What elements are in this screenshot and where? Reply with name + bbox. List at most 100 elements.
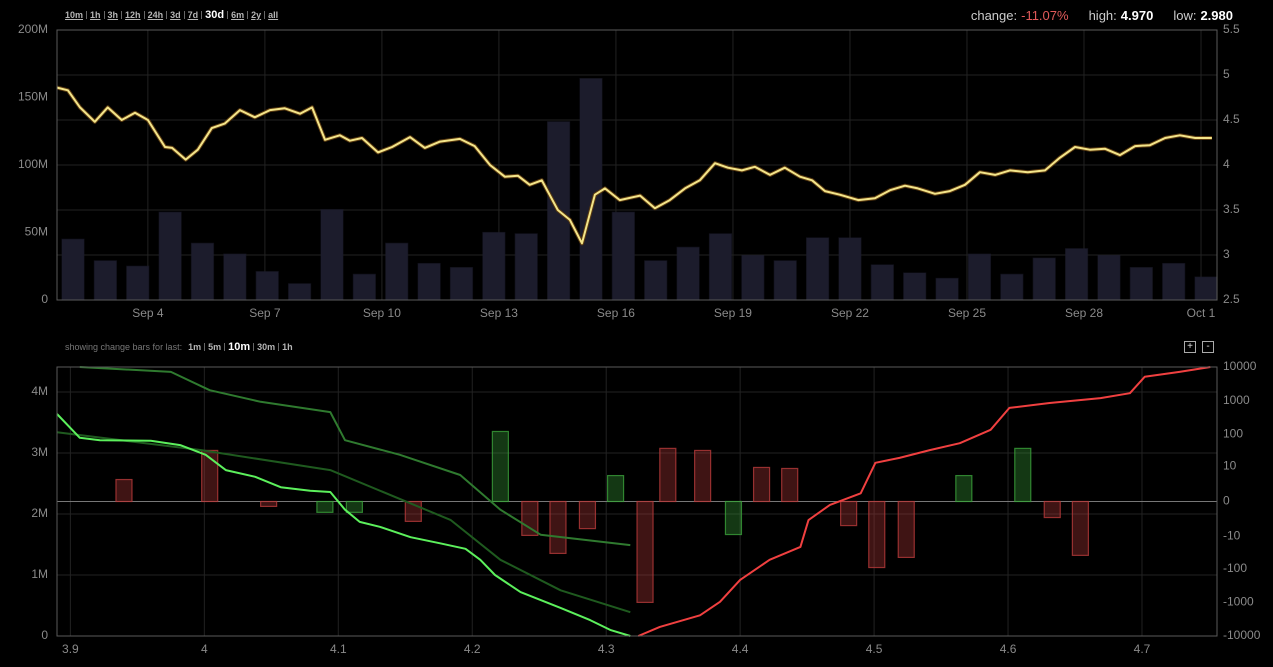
- x-tick-label: 4.5: [866, 642, 883, 656]
- zoom-out[interactable]: -: [1202, 341, 1214, 353]
- interval-link[interactable]: 1h: [282, 342, 293, 352]
- bar: [955, 474, 973, 503]
- bar: [1032, 257, 1056, 301]
- x-tick-label: Sep 28: [1065, 306, 1103, 320]
- line: [56, 413, 631, 637]
- interval-link[interactable]: 1m: [188, 342, 202, 352]
- y2-tick-label: 1000: [1223, 393, 1250, 407]
- range-toolbar: 10m 1h 3h 12h 24h 3d 7d 30d 6m 2y all: [62, 9, 281, 21]
- change-label: change:: [970, 8, 1018, 23]
- high-value: 4.970: [1120, 8, 1154, 23]
- x-tick-label: 4.2: [464, 642, 481, 656]
- plot-frame: [56, 29, 1218, 301]
- bar: [417, 262, 441, 301]
- range-link[interactable]: 24h: [147, 10, 164, 20]
- range-link[interactable]: all: [268, 10, 279, 20]
- bar: [781, 467, 799, 503]
- interval-link[interactable]: 5m: [208, 342, 222, 352]
- y2-tick-label: 3: [1223, 247, 1230, 261]
- stats: change: -11.07% high: 4.970 low: 2.980: [971, 8, 1233, 23]
- zoom-in[interactable]: +: [1184, 341, 1196, 353]
- x-tick-label: Oct 1: [1187, 306, 1216, 320]
- low-label: low:: [1173, 8, 1197, 23]
- interval-link[interactable]: 10m: [228, 341, 251, 353]
- y2-tick-label: -100: [1223, 561, 1247, 575]
- range-link[interactable]: 2y: [251, 10, 262, 20]
- separator: [183, 11, 185, 19]
- y-tick-label: 200M: [18, 22, 48, 36]
- separator: [143, 11, 145, 19]
- y-tick-label: 0: [41, 628, 48, 642]
- x-tick-label: Sep 4: [132, 306, 164, 320]
- y2-tick-label: 0: [1223, 494, 1230, 508]
- y2-tick-label: -10000: [1223, 628, 1261, 642]
- line: [56, 86, 1212, 245]
- bar: [1194, 276, 1218, 301]
- bar: [1043, 500, 1061, 519]
- range-link[interactable]: 10m: [65, 10, 84, 20]
- y-tick-label: 4M: [31, 384, 48, 398]
- bar: [644, 260, 668, 301]
- x-tick-label: 4.4: [732, 642, 749, 656]
- separator: [86, 11, 88, 19]
- bar: [579, 77, 603, 301]
- separator: [103, 11, 105, 19]
- bar: [870, 264, 894, 301]
- separator: [121, 11, 123, 19]
- y2-tick-label: 3.5: [1223, 202, 1240, 216]
- bar: [223, 253, 247, 301]
- x-tick-label: 3.9: [62, 642, 79, 656]
- change-value: -11.07%: [1021, 8, 1069, 23]
- range-link[interactable]: 6m: [231, 10, 245, 20]
- bar: [449, 267, 474, 301]
- bar: [1000, 273, 1024, 301]
- range-link[interactable]: 1h: [90, 10, 101, 20]
- y-tick-label: 100M: [18, 157, 48, 171]
- bar: [752, 466, 771, 503]
- bar: [1097, 254, 1121, 301]
- y2-tick-label: -10: [1223, 529, 1241, 543]
- x-tick-label: Sep 16: [597, 306, 635, 320]
- line: [56, 431, 631, 614]
- x-tick-label: 4.1: [330, 642, 347, 656]
- separator: [166, 11, 168, 19]
- y2-tick-label: 5: [1223, 67, 1230, 81]
- bar: [724, 500, 743, 536]
- range-link[interactable]: 3h: [107, 10, 119, 20]
- range-link[interactable]: 12h: [125, 10, 141, 20]
- separator: [253, 343, 255, 351]
- y-tick-label: 50M: [25, 225, 48, 239]
- bar: [805, 237, 830, 301]
- x-tick-label: Sep 25: [948, 306, 986, 320]
- bar: [578, 500, 597, 530]
- plot-frame: [56, 366, 1218, 637]
- bar: [158, 211, 182, 301]
- bar: [676, 246, 700, 301]
- bar: [316, 500, 334, 513]
- y-tick-label: 150M: [18, 90, 48, 104]
- y2-tick-label: 10: [1223, 459, 1237, 473]
- x-tick-label: 4.7: [1134, 642, 1151, 656]
- y2-tick-label: 2.5: [1223, 292, 1240, 306]
- range-link[interactable]: 30d: [205, 9, 225, 21]
- separator: [278, 343, 280, 351]
- bar: [897, 500, 915, 559]
- interval-link[interactable]: 30m: [257, 342, 276, 352]
- y2-tick-label: 5.5: [1223, 22, 1240, 36]
- x-tick-label: Sep 19: [714, 306, 752, 320]
- range-link[interactable]: 7d: [187, 10, 199, 20]
- x-tick-label: 4.3: [598, 642, 615, 656]
- bar: [549, 500, 567, 555]
- bar: [1071, 500, 1089, 556]
- bar: [659, 447, 677, 503]
- range-link[interactable]: 3d: [170, 10, 181, 20]
- bar: [935, 277, 959, 301]
- bar: [345, 500, 363, 513]
- separator: [224, 343, 226, 351]
- x-tick-label: Sep 13: [480, 306, 518, 320]
- bar: [521, 500, 539, 537]
- y2-tick-label: 4.5: [1223, 112, 1240, 126]
- x-tick-label: Sep 22: [831, 306, 869, 320]
